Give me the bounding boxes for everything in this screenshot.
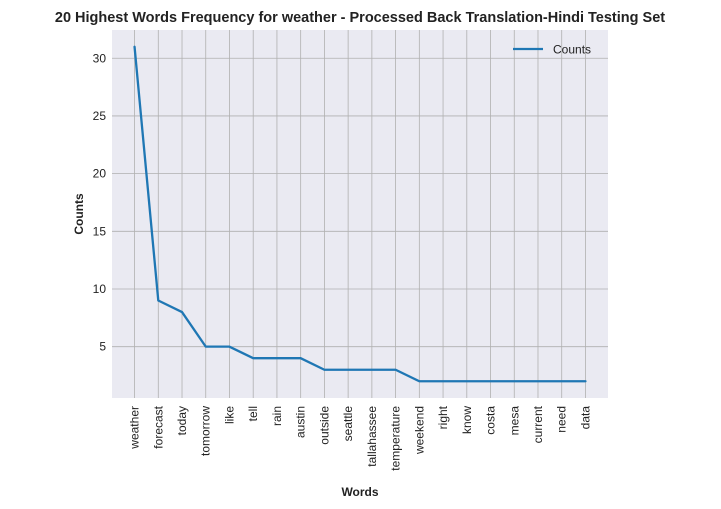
y-tick-label: 30	[93, 51, 107, 65]
grid	[112, 30, 608, 398]
y-tick-label: 10	[93, 282, 107, 296]
x-tick-label: mesa	[507, 406, 521, 436]
x-tick-label: tell	[246, 406, 260, 421]
x-tick-label: outside	[317, 406, 331, 445]
x-tick-label: costa	[484, 406, 498, 435]
x-tick-label: tallahassee	[365, 406, 379, 467]
x-tick-label: data	[578, 406, 592, 430]
x-tick-label: right	[436, 405, 450, 429]
series-line-counts	[133, 45, 587, 383]
legend-label-counts: Counts	[553, 43, 591, 57]
x-tick-label: know	[460, 406, 474, 434]
y-tick-label: 20	[93, 167, 107, 181]
y-tick-label: 25	[93, 109, 107, 123]
x-tick-label: today	[175, 406, 189, 435]
x-tick-label: seattle	[341, 406, 355, 442]
axis-ticks: weather forecast today tomorrow like tell rain…	[93, 51, 593, 470]
x-tick-label: weekend	[412, 406, 426, 455]
y-tick-label: 5	[99, 340, 106, 354]
x-tick-label: tomorrow	[199, 406, 213, 456]
x-tick-label: austin	[294, 406, 308, 438]
x-tick-label: need	[555, 406, 569, 433]
x-tick-label: rain	[270, 406, 284, 426]
x-tick-label: temperature	[389, 406, 403, 471]
legend: Counts	[513, 43, 591, 57]
chart-title: 20 Highest Words Frequency for weather -…	[55, 10, 665, 26]
x-axis-label: Words	[341, 485, 378, 499]
plot-area	[112, 30, 608, 398]
x-tick-label: weather	[128, 406, 142, 450]
x-tick-label: like	[222, 406, 236, 424]
y-tick-label: 15	[93, 224, 107, 238]
x-tick-label: forecast	[151, 405, 165, 448]
y-axis-label: Counts	[72, 193, 86, 235]
x-tick-label: current	[531, 405, 545, 443]
